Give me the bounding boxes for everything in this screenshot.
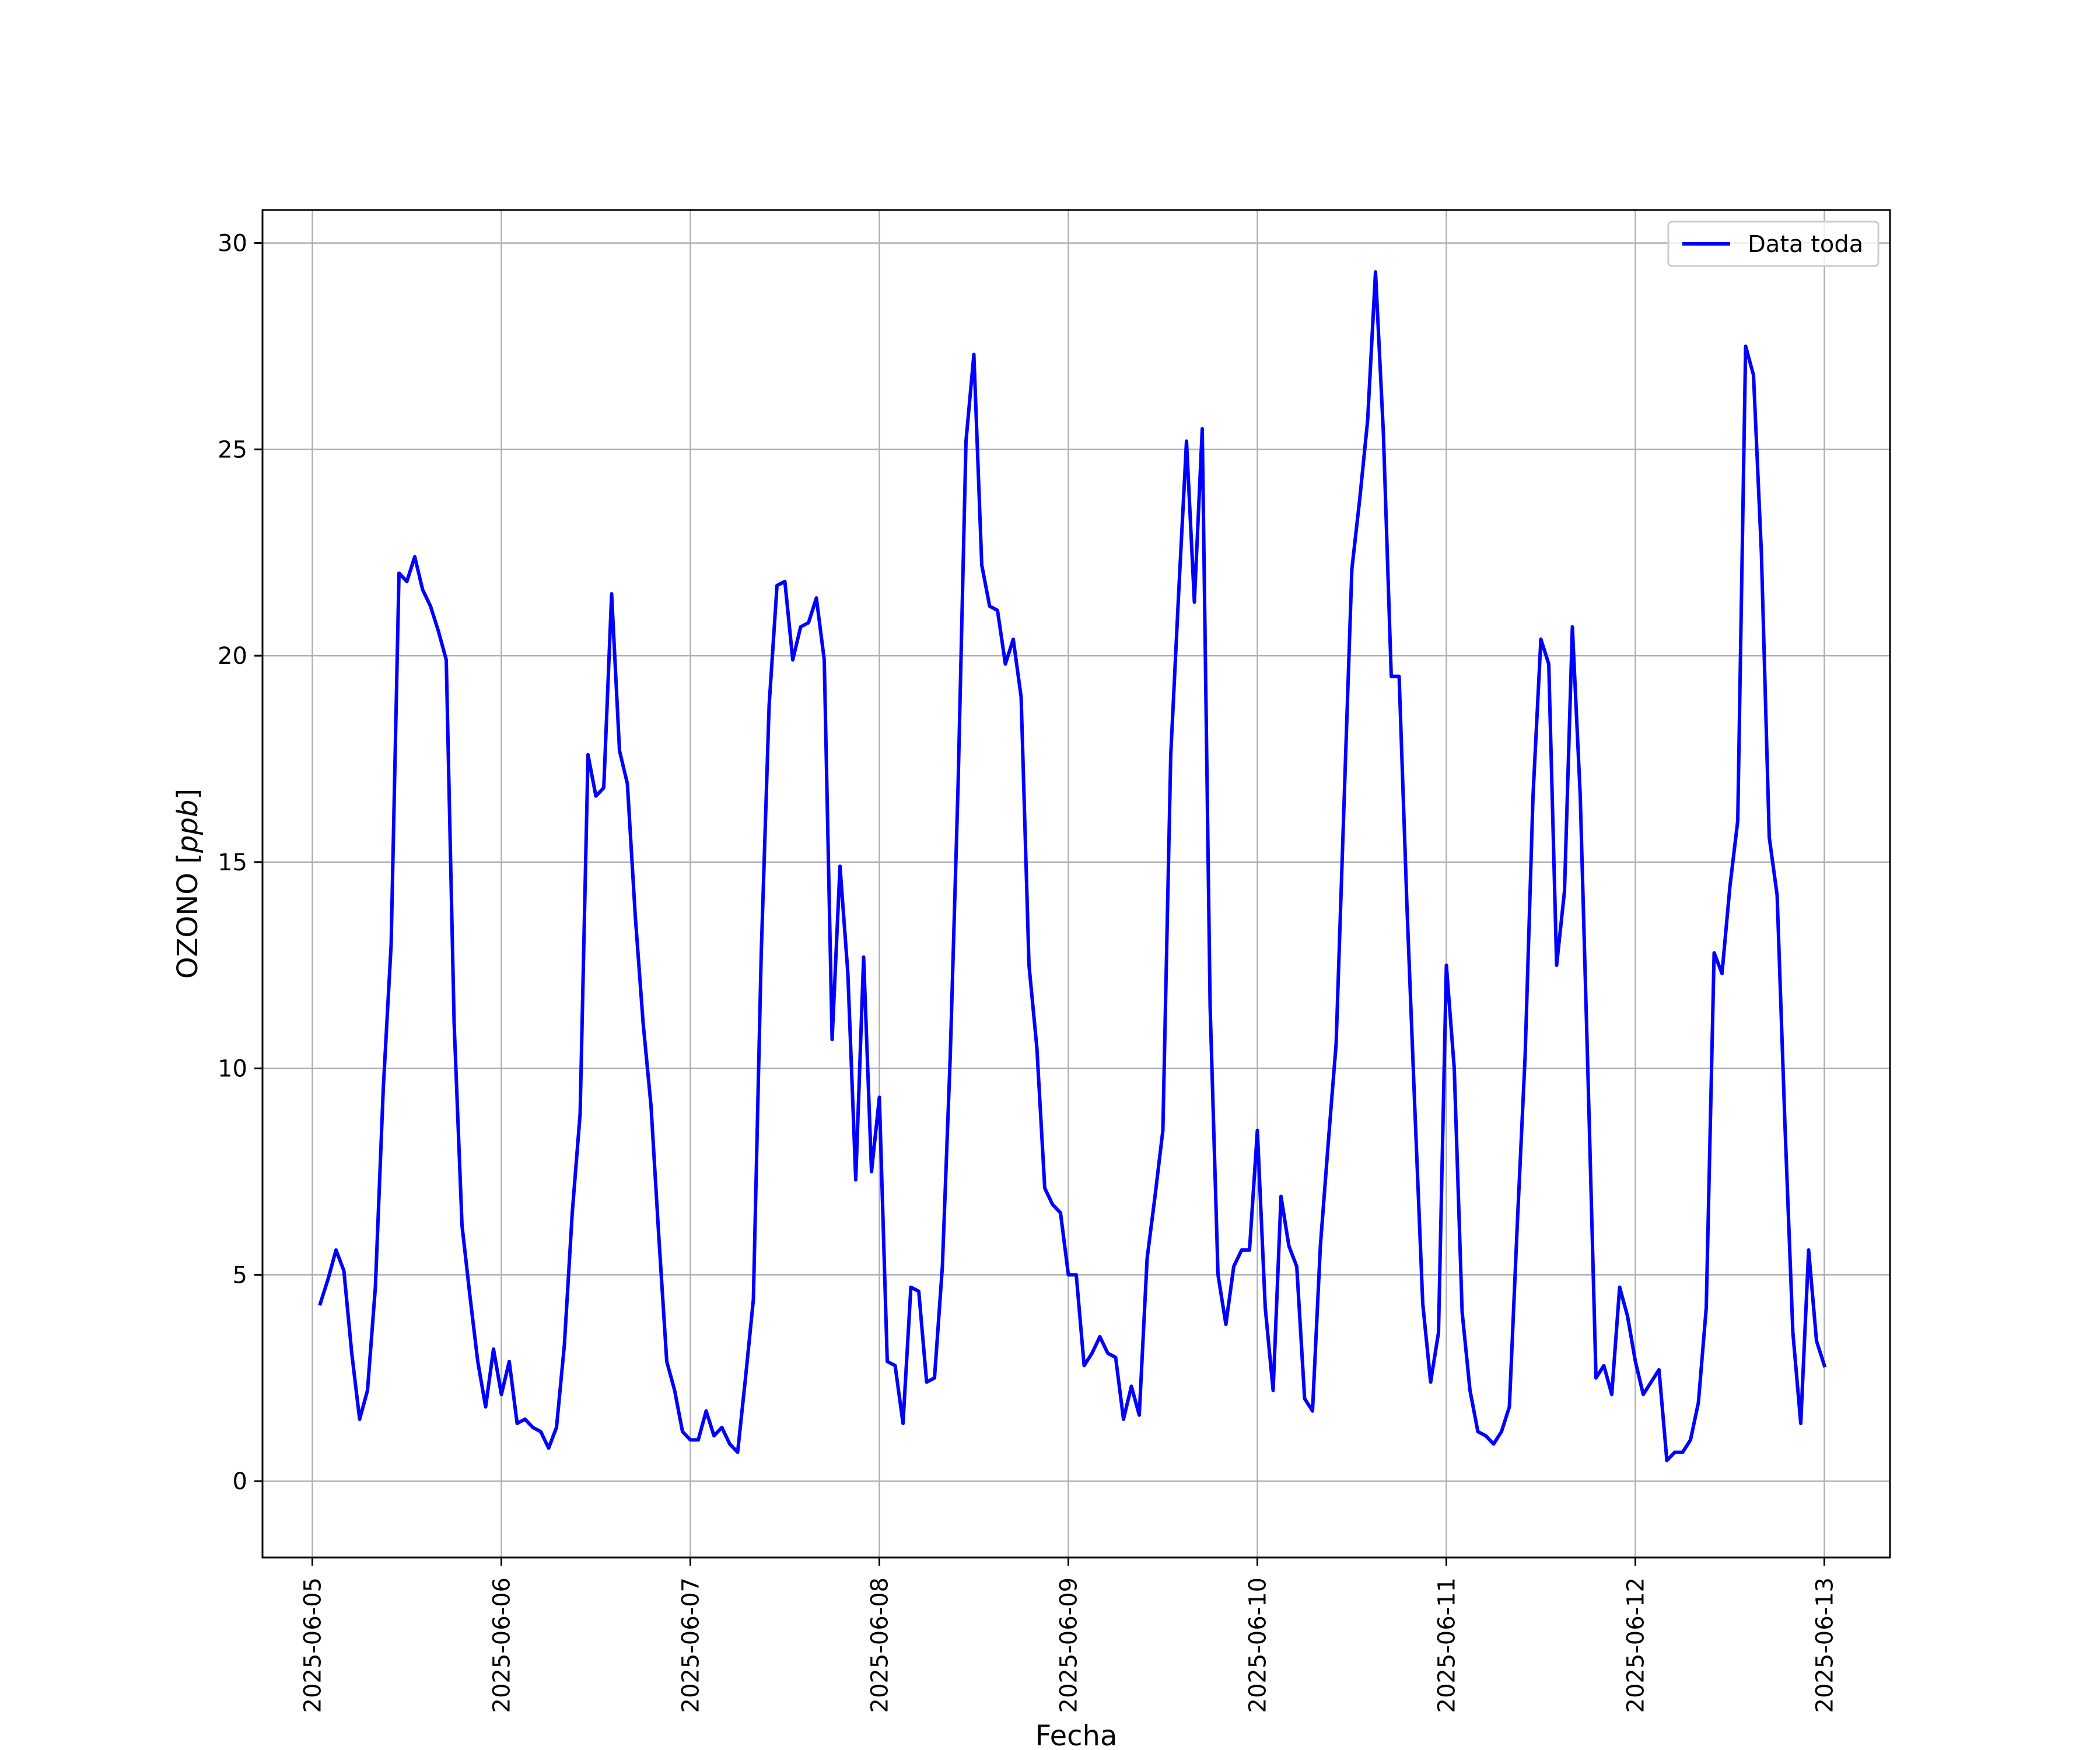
series-line-0	[318, 270, 1827, 1462]
y-tick-label: 0	[233, 1468, 247, 1495]
y-tick-label: 30	[218, 230, 247, 257]
series-layer	[318, 270, 1827, 1462]
x-tick-label: 2025-06-05	[300, 1577, 327, 1713]
x-tick-label: 2025-06-10	[1245, 1577, 1272, 1713]
x-tick-label: 2025-06-08	[867, 1577, 894, 1713]
legend: Data toda	[1667, 220, 1880, 267]
x-tick-label: 2025-06-11	[1434, 1577, 1461, 1713]
x-tick-label: 2025-06-07	[678, 1577, 705, 1713]
legend-label: Data toda	[1748, 231, 1863, 258]
plot-frame	[261, 209, 1891, 1559]
x-axis: 2025-06-05 2025-06-06 2025-06-07 2025-06-08…	[300, 1558, 1839, 1713]
x-tick-label: 2025-06-12	[1623, 1577, 1650, 1713]
y-tick-label: 5	[233, 1262, 247, 1289]
y-axis-title-close-bracket: ]	[172, 789, 204, 800]
x-tick-label: 2025-06-09	[1056, 1577, 1083, 1713]
legend-box	[1667, 220, 1880, 267]
y-axis-title-unit: ppb	[172, 800, 204, 853]
y-axis-title-main: OZONO	[172, 873, 204, 979]
y-axis-title-open-bracket: [	[172, 853, 204, 873]
y-axis-title: OZONO [ppb]	[172, 789, 204, 979]
x-axis-title: Fecha	[1035, 1720, 1118, 1750]
x-tick-label: 2025-06-13	[1812, 1577, 1839, 1713]
y-axis: 0 5 10 15 20 25 30	[218, 230, 262, 1495]
x-tick-label: 2025-06-06	[489, 1577, 516, 1713]
y-tick-label: 20	[218, 643, 247, 670]
y-tick-label: 10	[218, 1056, 247, 1083]
y-tick-label: 15	[218, 849, 247, 876]
y-tick-label: 25	[218, 436, 247, 463]
